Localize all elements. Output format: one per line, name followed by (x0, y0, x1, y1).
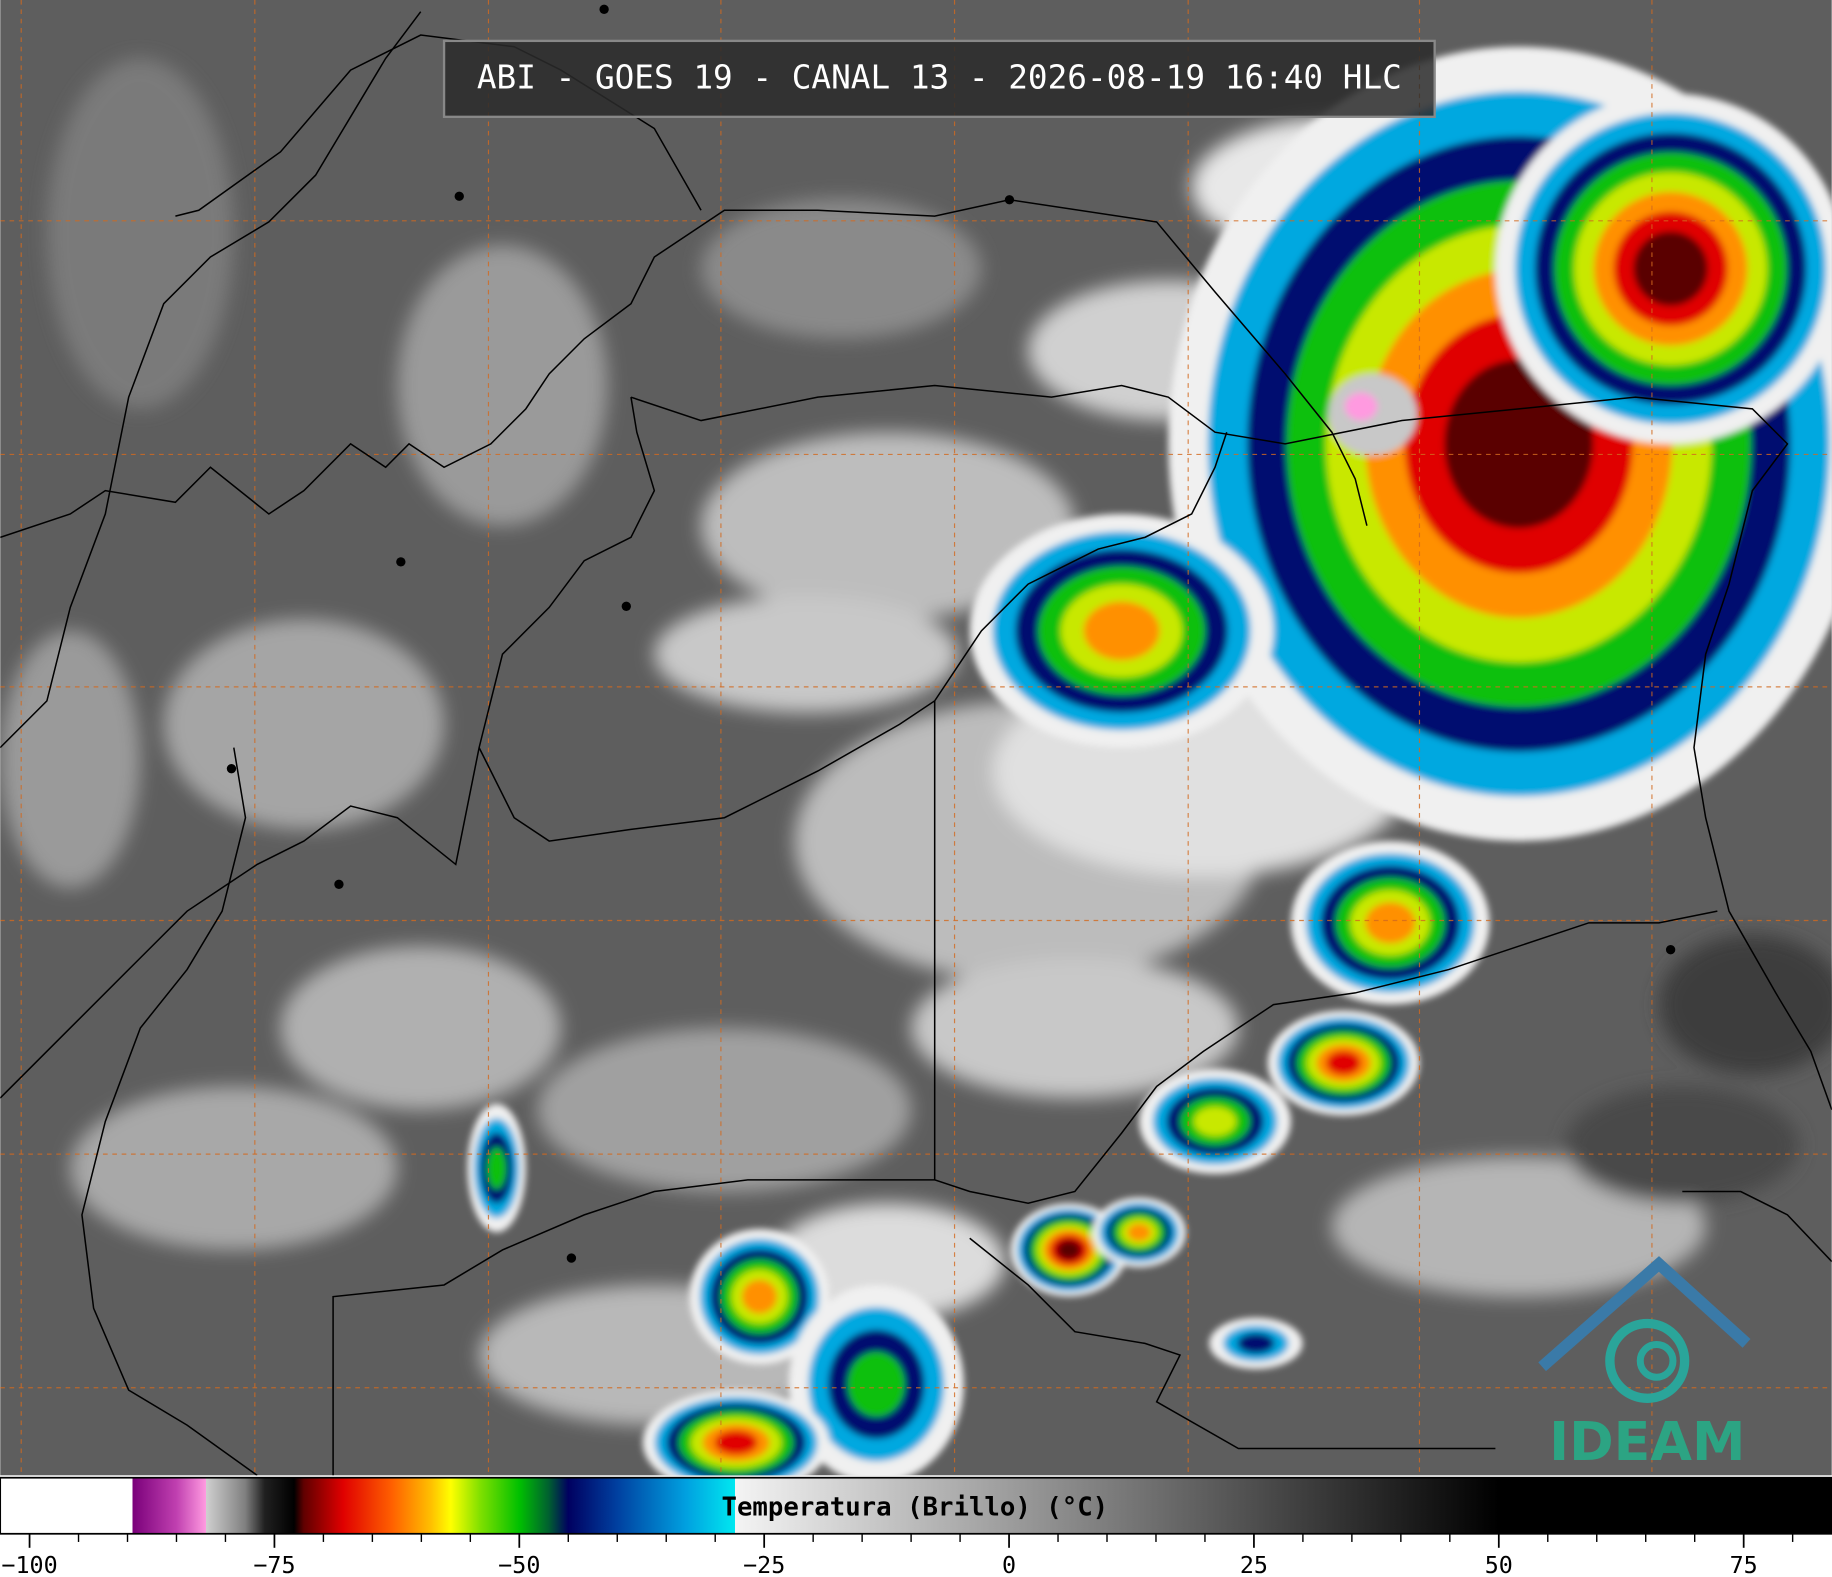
storm-layer (1365, 902, 1416, 944)
storm-layer (487, 1147, 507, 1190)
city-dot (1665, 945, 1676, 955)
storm-layer (741, 1279, 777, 1314)
city-dot (599, 4, 609, 15)
title-background (442, 39, 1436, 118)
city-dot (454, 191, 464, 201)
storm-layer (847, 1351, 905, 1417)
cloud (0, 630, 141, 888)
cloud (701, 432, 1075, 620)
city-dot (334, 879, 344, 889)
city-dot (226, 763, 237, 774)
city-dot (566, 1253, 577, 1263)
title: ABI - GOES 19 - CANAL 13 - 2026-08-19 16… (477, 58, 1402, 96)
logo-text: IDEAM (1549, 1410, 1745, 1473)
cities (226, 4, 1676, 1263)
storm-layer (1083, 601, 1160, 661)
storm-layer (1127, 1223, 1151, 1242)
borders (0, 11, 1832, 1476)
title-box: ABI - GOES 19 - CANAL 13 - 2026-08-19 16… (442, 39, 1436, 118)
logo-mark (1538, 1256, 1751, 1403)
cloud (771, 1203, 1005, 1321)
cloud (1565, 1086, 1800, 1204)
tick-label: −50 (498, 1551, 540, 1577)
storm-layer (1444, 359, 1594, 529)
cloud (1658, 934, 1832, 1075)
cloud (537, 1027, 912, 1192)
grid (0, 0, 1832, 1476)
imagery: IDEAM (0, 0, 1832, 1476)
cloud (280, 946, 561, 1110)
overshooting-core (1344, 392, 1378, 421)
cloud (654, 595, 959, 713)
city-dot (621, 601, 631, 611)
colorbar: Temperatura (Brillo) (°C) −100 −75 −50 −25 0… (0, 1476, 1832, 1577)
storm-layer (1193, 1106, 1237, 1137)
colorbar-label: Temperatura (Brillo) (°C) (722, 1493, 1109, 1523)
cloud (70, 1086, 398, 1250)
storm-layer (1633, 231, 1708, 306)
cloud (163, 619, 445, 830)
storm-layer (1237, 1333, 1275, 1354)
tick-label: 0 (1002, 1551, 1016, 1577)
storm-layer (714, 1430, 758, 1455)
cloud (911, 957, 1239, 1099)
cloud (46, 58, 234, 409)
colorbar-ramp (0, 1476, 1832, 1535)
tick-label: 25 (1240, 1551, 1268, 1577)
tick-label: −100 (1, 1551, 57, 1577)
cloud (701, 198, 982, 339)
storm-layer (1056, 1239, 1082, 1260)
city-dot (396, 557, 406, 567)
tick-label: −25 (743, 1551, 785, 1577)
cloud (397, 245, 608, 526)
tick-label: 50 (1485, 1551, 1513, 1577)
storms (467, 46, 1832, 1476)
storm-layer (1326, 1050, 1361, 1076)
city-dot (1004, 195, 1015, 205)
tick-label: −75 (253, 1551, 295, 1577)
tick-label: 75 (1730, 1551, 1758, 1577)
